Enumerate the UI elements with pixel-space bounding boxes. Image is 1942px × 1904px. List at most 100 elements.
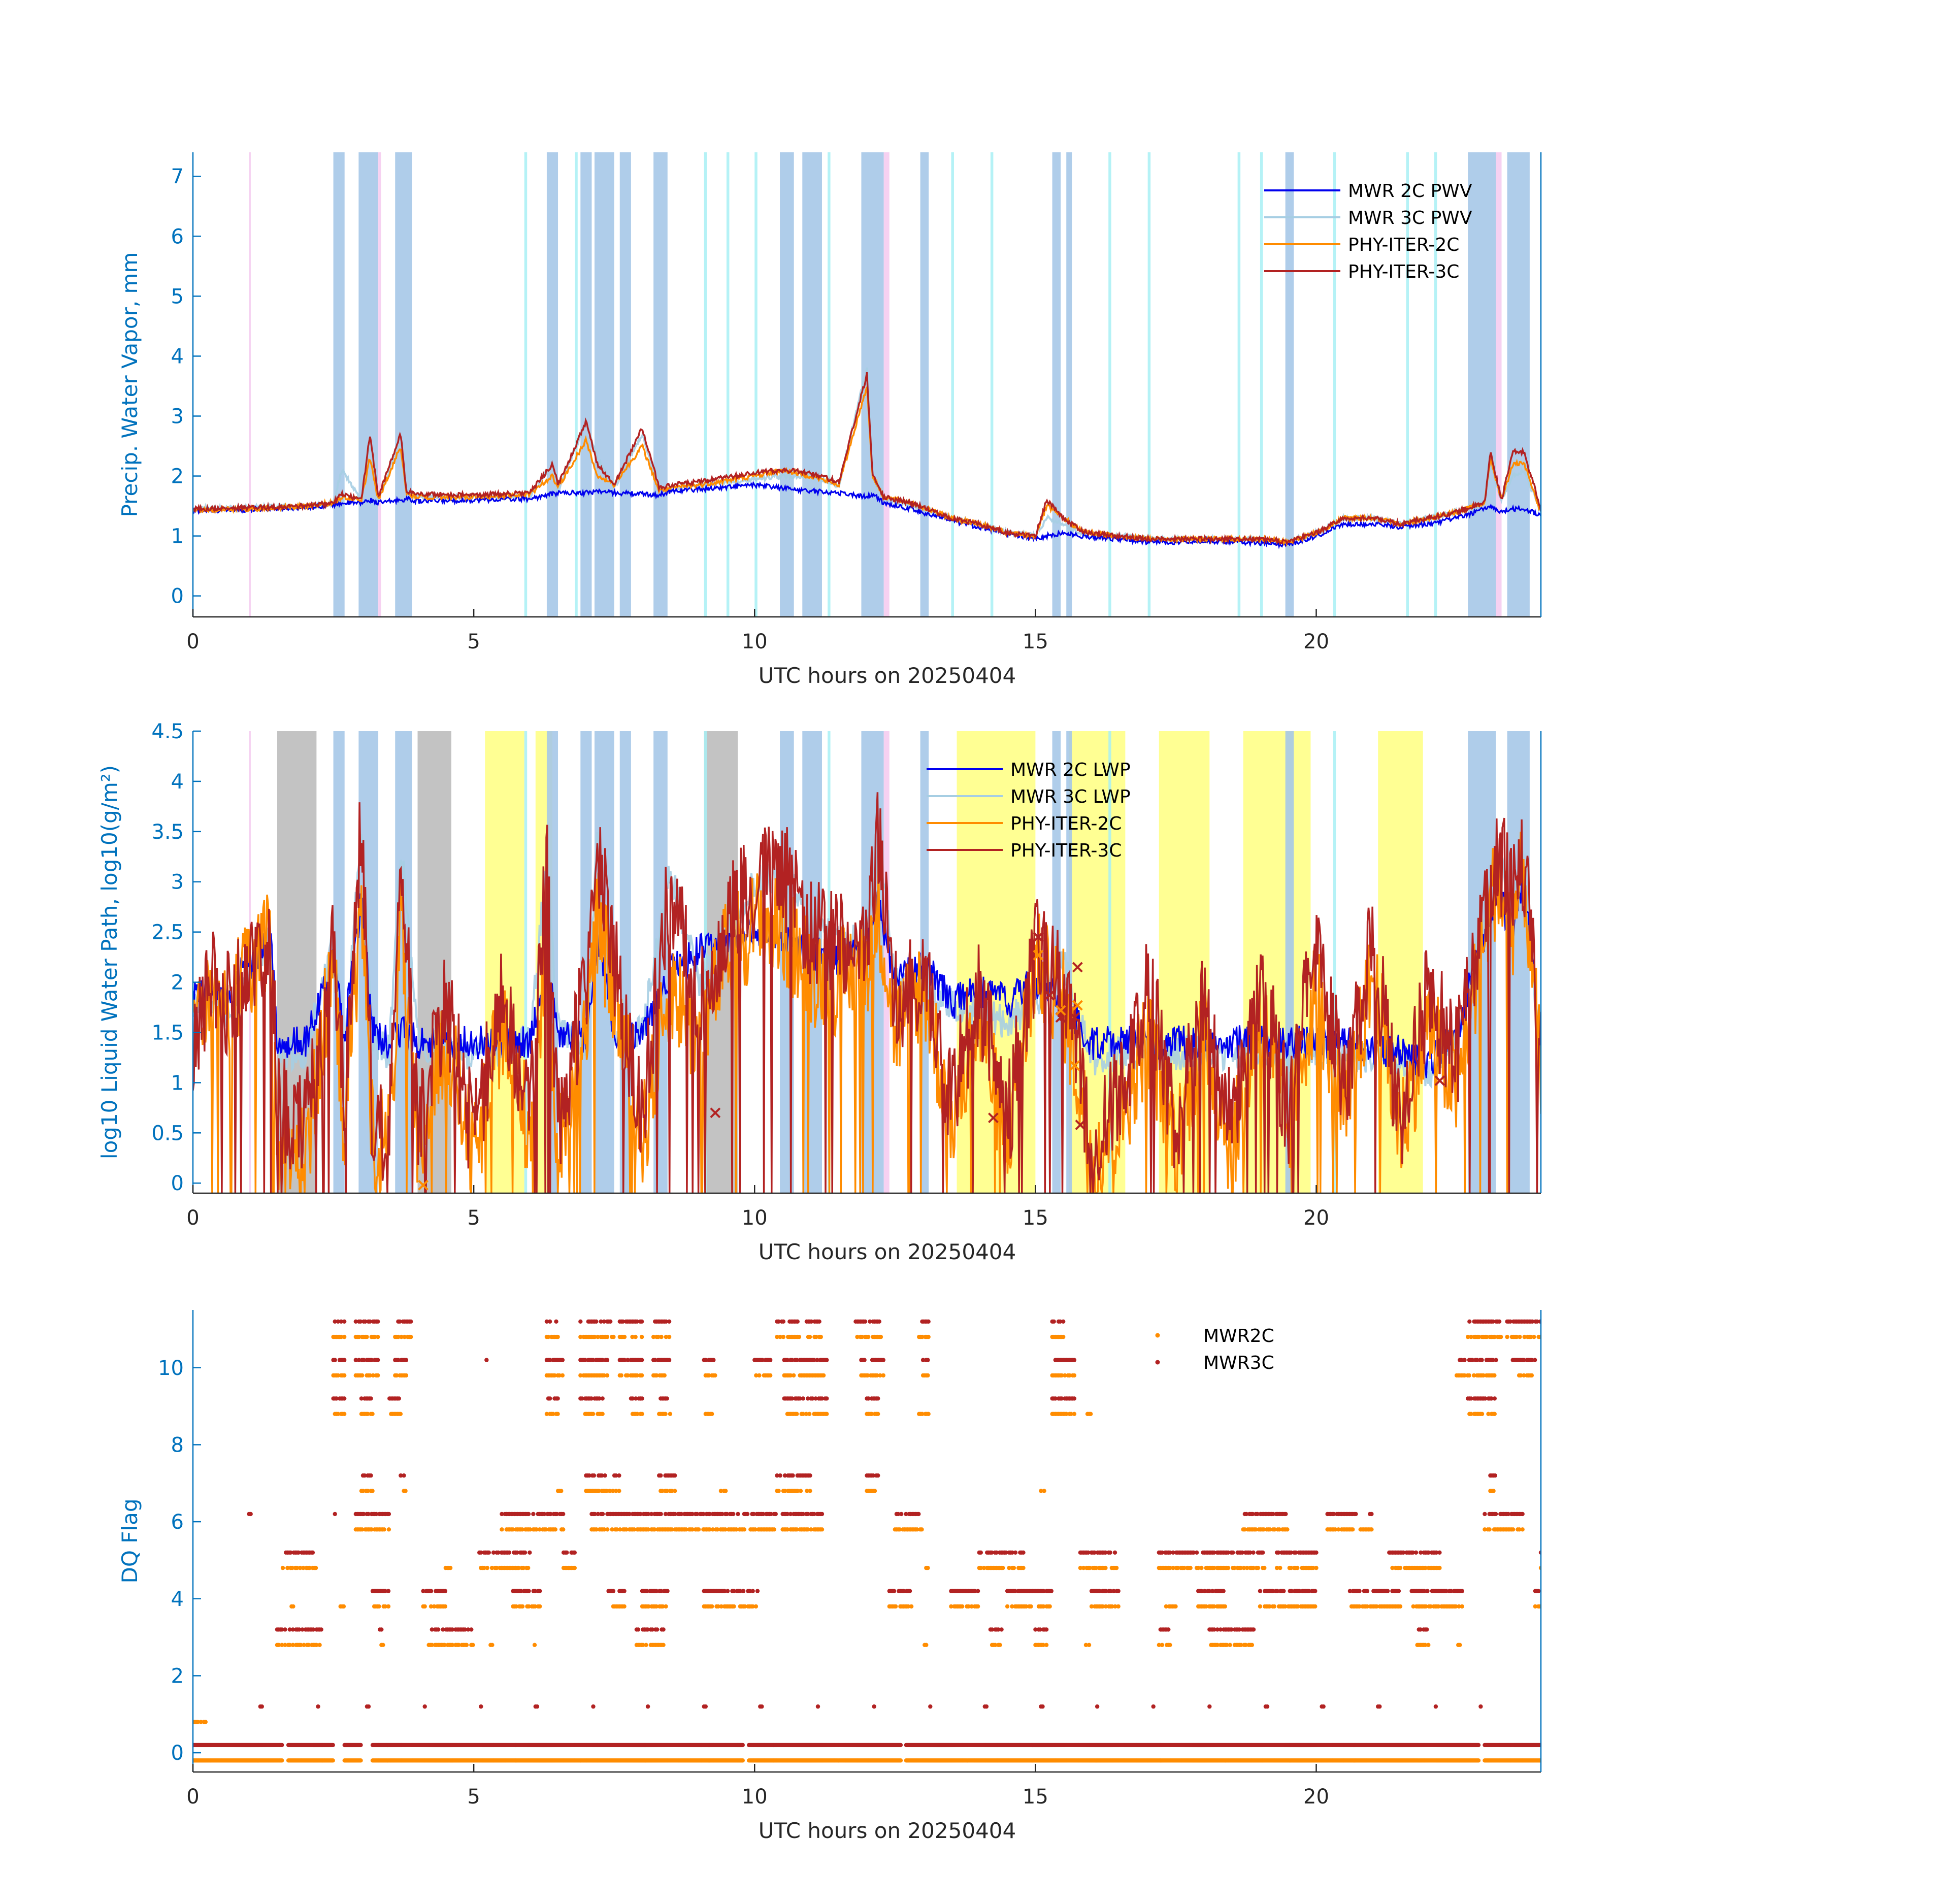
dq-point-mwr2c — [661, 1643, 666, 1647]
dq-point-mwr3c — [591, 1704, 596, 1709]
dq-point-mwr3c — [1444, 1589, 1449, 1593]
dq-point-mwr2c — [291, 1604, 295, 1609]
dq-point-mwr3c — [1365, 1589, 1370, 1593]
marker-x-phy-iter-3c — [1069, 1012, 1080, 1023]
dq-point-mwr3c — [1199, 1589, 1204, 1593]
dq-point-mwr3c — [1483, 1396, 1488, 1401]
dq-point-mwr3c — [899, 1512, 904, 1517]
dq-point-mwr2c — [808, 1489, 812, 1493]
dq-point-mwr2c — [594, 1527, 599, 1532]
legend-label-phy-iter-2c: PHY-ITER-2C — [1010, 813, 1122, 834]
dq-point-mwr2c — [1173, 1604, 1178, 1609]
dq-point-mwr2c — [1078, 1565, 1083, 1570]
dq-point-mwr3c — [589, 1396, 594, 1401]
dq-point-mwr2c — [1492, 1411, 1497, 1416]
flag-band-blue — [1052, 152, 1061, 617]
dq-point-mwr3c — [661, 1627, 666, 1632]
dq-point-mwr3c — [1354, 1512, 1358, 1517]
dq-point-mwr3c — [280, 1743, 284, 1748]
dq-point-mwr2c — [1529, 1373, 1534, 1378]
dq-point-mwr3c — [611, 1589, 616, 1593]
dq-point-mwr2c — [285, 1565, 290, 1570]
dq-point-mwr2c — [290, 1643, 295, 1647]
dq-point-mwr2c — [998, 1643, 1002, 1647]
dq-point-mwr2c — [366, 1489, 370, 1493]
dq-point-mwr2c — [386, 1527, 391, 1532]
dq-point-mwr2c — [1487, 1527, 1492, 1532]
y-tick-label: 0.5 — [151, 1122, 184, 1145]
dq-point-mwr3c — [1261, 1550, 1265, 1555]
dq-point-mwr3c — [655, 1627, 660, 1632]
flag-band-cyan — [1333, 731, 1336, 1193]
dq-point-mwr3c — [1049, 1589, 1054, 1593]
dq-point-mwr2c — [662, 1373, 667, 1378]
dq-point-mwr2c — [360, 1489, 366, 1493]
x-axis-label: UTC hours on 20250404 — [759, 1239, 1016, 1264]
dq-point-mwr2c — [819, 1527, 825, 1532]
dq-point-mwr3c — [600, 1396, 605, 1401]
dq-point-mwr3c — [1010, 1550, 1015, 1555]
dq-point-mwr2c — [1254, 1527, 1258, 1532]
dq-point-mwr2c — [552, 1373, 557, 1378]
dq-point-mwr2c — [719, 1604, 724, 1609]
dq-point-mwr2c — [713, 1373, 717, 1378]
dq-point-mwr2c — [544, 1411, 549, 1416]
dq-point-mwr2c — [626, 1373, 630, 1378]
dq-point-mwr3c — [1357, 1589, 1362, 1593]
dq-point-mwr3c — [531, 1512, 536, 1517]
dq-point-mwr3c — [1212, 1550, 1216, 1555]
dq-point-mwr2c — [801, 1411, 806, 1416]
dq-point-mwr2c — [617, 1489, 621, 1493]
dq-point-mwr2c — [1007, 1565, 1011, 1570]
dq-point-mwr3c — [369, 1396, 373, 1401]
dq-point-mwr3c — [731, 1512, 736, 1517]
dq-point-mwr3c — [1244, 1512, 1249, 1517]
flag-band-cyan — [704, 731, 707, 1193]
dq-point-mwr3c — [1072, 1396, 1077, 1401]
dq-point-mwr2c — [1505, 1334, 1509, 1339]
dq-point-mwr2c — [199, 1720, 203, 1724]
dq-point-mwr2c — [1471, 1373, 1476, 1378]
dq-point-mwr3c — [810, 1396, 815, 1401]
dq-point-mwr3c — [1283, 1512, 1288, 1517]
dq-point-mwr2c — [630, 1334, 635, 1339]
dq-point-mwr2c — [919, 1527, 924, 1532]
dq-point-mwr3c — [750, 1589, 755, 1593]
dq-point-mwr2c — [1333, 1527, 1338, 1532]
dq-point-mwr2c — [1232, 1565, 1237, 1570]
dq-point-mwr3c — [1097, 1589, 1102, 1593]
dq-point-mwr2c — [1369, 1527, 1374, 1532]
dq-point-mwr3c — [591, 1473, 597, 1478]
dq-point-mwr3c — [801, 1396, 806, 1401]
dq-point-mwr3c — [362, 1473, 367, 1478]
dq-point-mwr2c — [1289, 1565, 1294, 1570]
flag-band-cyan — [575, 152, 578, 617]
dq-point-mwr2c — [782, 1489, 787, 1493]
dq-point-mwr2c — [641, 1643, 645, 1647]
y-tick-label: 0 — [171, 1172, 184, 1195]
legend-label-phy-iter-3c: PHY-ITER-3C — [1348, 261, 1459, 282]
dq-point-mwr3c — [1270, 1589, 1275, 1593]
dq-point-mwr2c — [381, 1643, 385, 1647]
dq-point-mwr2c — [825, 1411, 829, 1416]
dq-point-mwr2c — [893, 1604, 898, 1609]
dq-point-mwr3c — [555, 1396, 560, 1401]
dq-point-mwr3c — [1520, 1512, 1525, 1517]
dq-point-mwr3c — [808, 1473, 812, 1478]
dq-point-mwr3c — [1493, 1473, 1497, 1478]
dq-point-mwr2c — [960, 1604, 965, 1609]
dq-point-mwr3c — [402, 1473, 406, 1478]
marker-x-phy-iter-3c — [1072, 962, 1083, 973]
dq-point-mwr2c — [280, 1758, 284, 1763]
dq-point-mwr3c — [1215, 1627, 1220, 1632]
dq-point-mwr2c — [807, 1411, 812, 1416]
dq-point-mwr2c — [1515, 1334, 1519, 1339]
dq-point-mwr2c — [1390, 1565, 1395, 1570]
dq-point-mwr2c — [926, 1373, 930, 1378]
dq-point-mwr3c — [617, 1473, 621, 1478]
dq-point-mwr2c — [366, 1411, 370, 1416]
flag-band-blue — [580, 731, 592, 1193]
dq-point-mwr3c — [1297, 1589, 1302, 1593]
dq-point-mwr2c — [661, 1604, 665, 1609]
x-tick-label: 10 — [742, 630, 768, 653]
